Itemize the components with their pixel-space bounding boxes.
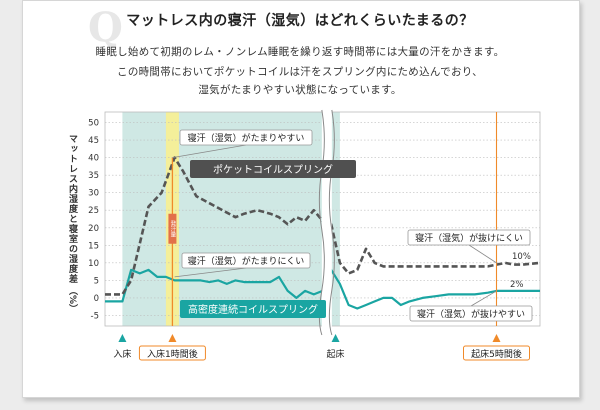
y-tick-label: 35 bbox=[88, 171, 99, 181]
x-marker-label: 起床5時間後 bbox=[471, 348, 522, 360]
callout-text: 寝汗（湿気）が抜けにくい bbox=[415, 232, 523, 244]
y-tick-label: 30 bbox=[88, 189, 99, 199]
value-label-10pct: 10% bbox=[512, 252, 531, 262]
callout-text: 寝汗（湿気）がたまりやすい bbox=[188, 132, 305, 144]
y-tick-label: 15 bbox=[88, 241, 99, 251]
callout-text: 寝汗（湿気）が抜けやすい bbox=[417, 308, 525, 320]
x-marker-triangle bbox=[331, 334, 340, 342]
y-tick-label: -5 bbox=[91, 311, 99, 321]
legend-box-high-density-coil bbox=[180, 300, 326, 318]
y-tick-label: 40 bbox=[88, 154, 99, 164]
value-label-2pct: 2% bbox=[510, 280, 524, 290]
y-tick-label: 50 bbox=[88, 119, 99, 129]
sweat-amount-tag bbox=[168, 213, 177, 244]
x-marker-label: 入床 bbox=[113, 348, 131, 360]
page-title: マットレス内の寝汗（湿気）はどれくらいたまるの？ bbox=[126, 13, 474, 29]
question-mark-watermark: Q bbox=[88, 4, 123, 51]
callout-box bbox=[409, 305, 533, 322]
y-tick-label: 45 bbox=[88, 136, 99, 146]
x-marker-triangle bbox=[492, 334, 501, 342]
y-axis-label-unit: （%） bbox=[67, 286, 77, 314]
callout-box bbox=[407, 229, 531, 246]
legend-label-high-density-coil: 高密度連続コイルスプリング bbox=[188, 303, 318, 316]
callout-box bbox=[179, 129, 313, 146]
y-tick-label: 20 bbox=[88, 224, 99, 234]
callout-pointer bbox=[172, 144, 247, 159]
y-tick-label: 10 bbox=[88, 259, 99, 269]
x-marker-box bbox=[463, 345, 530, 361]
sweat-amount-label: 発汗量 bbox=[169, 219, 176, 238]
y-axis-label-main: マットレス内湿度と寝室の湿度差 bbox=[67, 134, 77, 284]
description-line-2: この時間帯においてポケットコイルは汗をスプリング内にため込んでおり、 bbox=[117, 66, 483, 78]
x-marker-label: 入床1時間後 bbox=[147, 348, 198, 360]
callout-pointer bbox=[468, 244, 497, 264]
axis-break-gap bbox=[321, 110, 332, 332]
y-axis-label: マットレス内湿度と寝室の湿度差 （%） bbox=[66, 134, 80, 313]
legend-label-pocket-coil: ポケットコイルスプリング bbox=[213, 163, 333, 176]
description-line-3: 湿気がたまりやすい状態になっています。 bbox=[198, 84, 402, 96]
callout-box bbox=[181, 252, 311, 269]
callout-pointer bbox=[174, 267, 247, 278]
x-marker-box bbox=[138, 345, 206, 361]
callout-pointer bbox=[470, 290, 497, 307]
y-tick-label: 0 bbox=[94, 294, 99, 304]
axis-break-right bbox=[328, 109, 335, 336]
callout-text: 寝汗（湿気）がたまりにくい bbox=[188, 255, 305, 267]
x-marker-label: 起床 bbox=[327, 348, 345, 360]
legend-box-pocket-coil bbox=[190, 160, 356, 178]
y-tick-label: 25 bbox=[88, 206, 99, 216]
x-marker-triangle bbox=[118, 334, 127, 342]
x-marker-triangle bbox=[168, 334, 177, 342]
series-line-high-density-coil bbox=[105, 268, 540, 310]
y-tick-label: 5 bbox=[94, 276, 99, 286]
description-line-1: 睡眠し始めて初期のレム・ノンレム睡眠を繰り返す時間帯には大量の汗をかきます。 bbox=[95, 46, 505, 58]
